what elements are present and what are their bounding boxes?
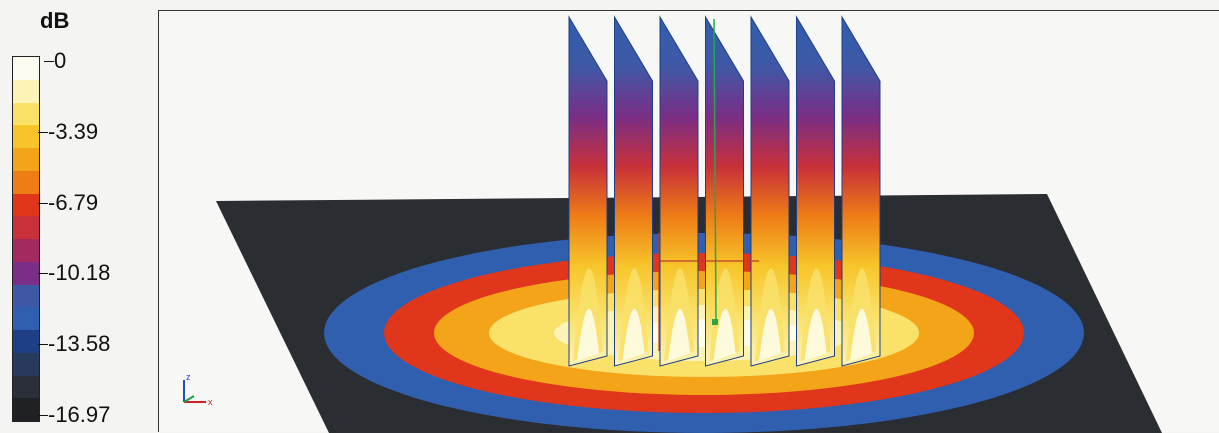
field-plot-scene — [216, 15, 1162, 433]
legend-swatch — [13, 330, 39, 353]
x-axis-label: x — [208, 397, 213, 407]
legend-swatch — [13, 261, 39, 285]
legend-swatch — [13, 398, 39, 421]
legend-swatch — [13, 193, 39, 217]
antenna-fin — [614, 15, 653, 367]
legend-tick-label: -13.58 — [37, 331, 111, 357]
fin-peak-core — [622, 308, 645, 361]
legend-swatch — [13, 307, 39, 330]
fin-peak-core — [668, 308, 690, 361]
feed-wire — [713, 18, 717, 324]
y-axis-line — [183, 395, 195, 403]
legend-tick-label: -3.39 — [37, 118, 99, 144]
legend-tick-label: 0 — [43, 48, 67, 73]
legend-swatch — [13, 148, 39, 171]
legend-color-bar — [12, 56, 40, 422]
legend-swatch — [13, 57, 39, 80]
legend-tick-label: -10.18 — [37, 260, 111, 286]
legend-swatch — [13, 352, 39, 376]
fin-peak-core — [713, 308, 736, 361]
3d-viewport[interactable] — [158, 10, 1219, 433]
feed-point — [712, 319, 718, 325]
legend-swatch — [13, 102, 39, 126]
axis-triad-icon: z x — [178, 372, 220, 412]
fin-peak-core — [850, 308, 872, 361]
legend-swatch — [13, 375, 39, 399]
colorbar-legend: dB 0 -3.39 -6.79 -10.18 -13.58 -16.97 — [0, 0, 150, 432]
fin-peak-core — [759, 308, 781, 361]
antenna-fin — [568, 15, 608, 367]
fin-peak-core — [577, 308, 599, 361]
legend-swatch — [13, 170, 39, 194]
antenna-fin — [841, 15, 881, 367]
z-axis-label: z — [186, 372, 191, 382]
antenna-fin — [796, 15, 835, 367]
legend-unit-label: dB — [40, 8, 70, 33]
legend-swatch — [13, 125, 39, 148]
fin-peak-core — [804, 308, 827, 361]
legend-swatch — [13, 239, 39, 262]
legend-swatch — [13, 79, 39, 103]
legend-tick-label: -6.79 — [37, 189, 99, 215]
antenna-fin — [750, 15, 790, 367]
legend-tick-label: -16.97 — [37, 402, 111, 427]
legend-swatch — [13, 216, 39, 239]
antenna-fin — [659, 15, 699, 367]
legend-swatch — [13, 284, 39, 308]
